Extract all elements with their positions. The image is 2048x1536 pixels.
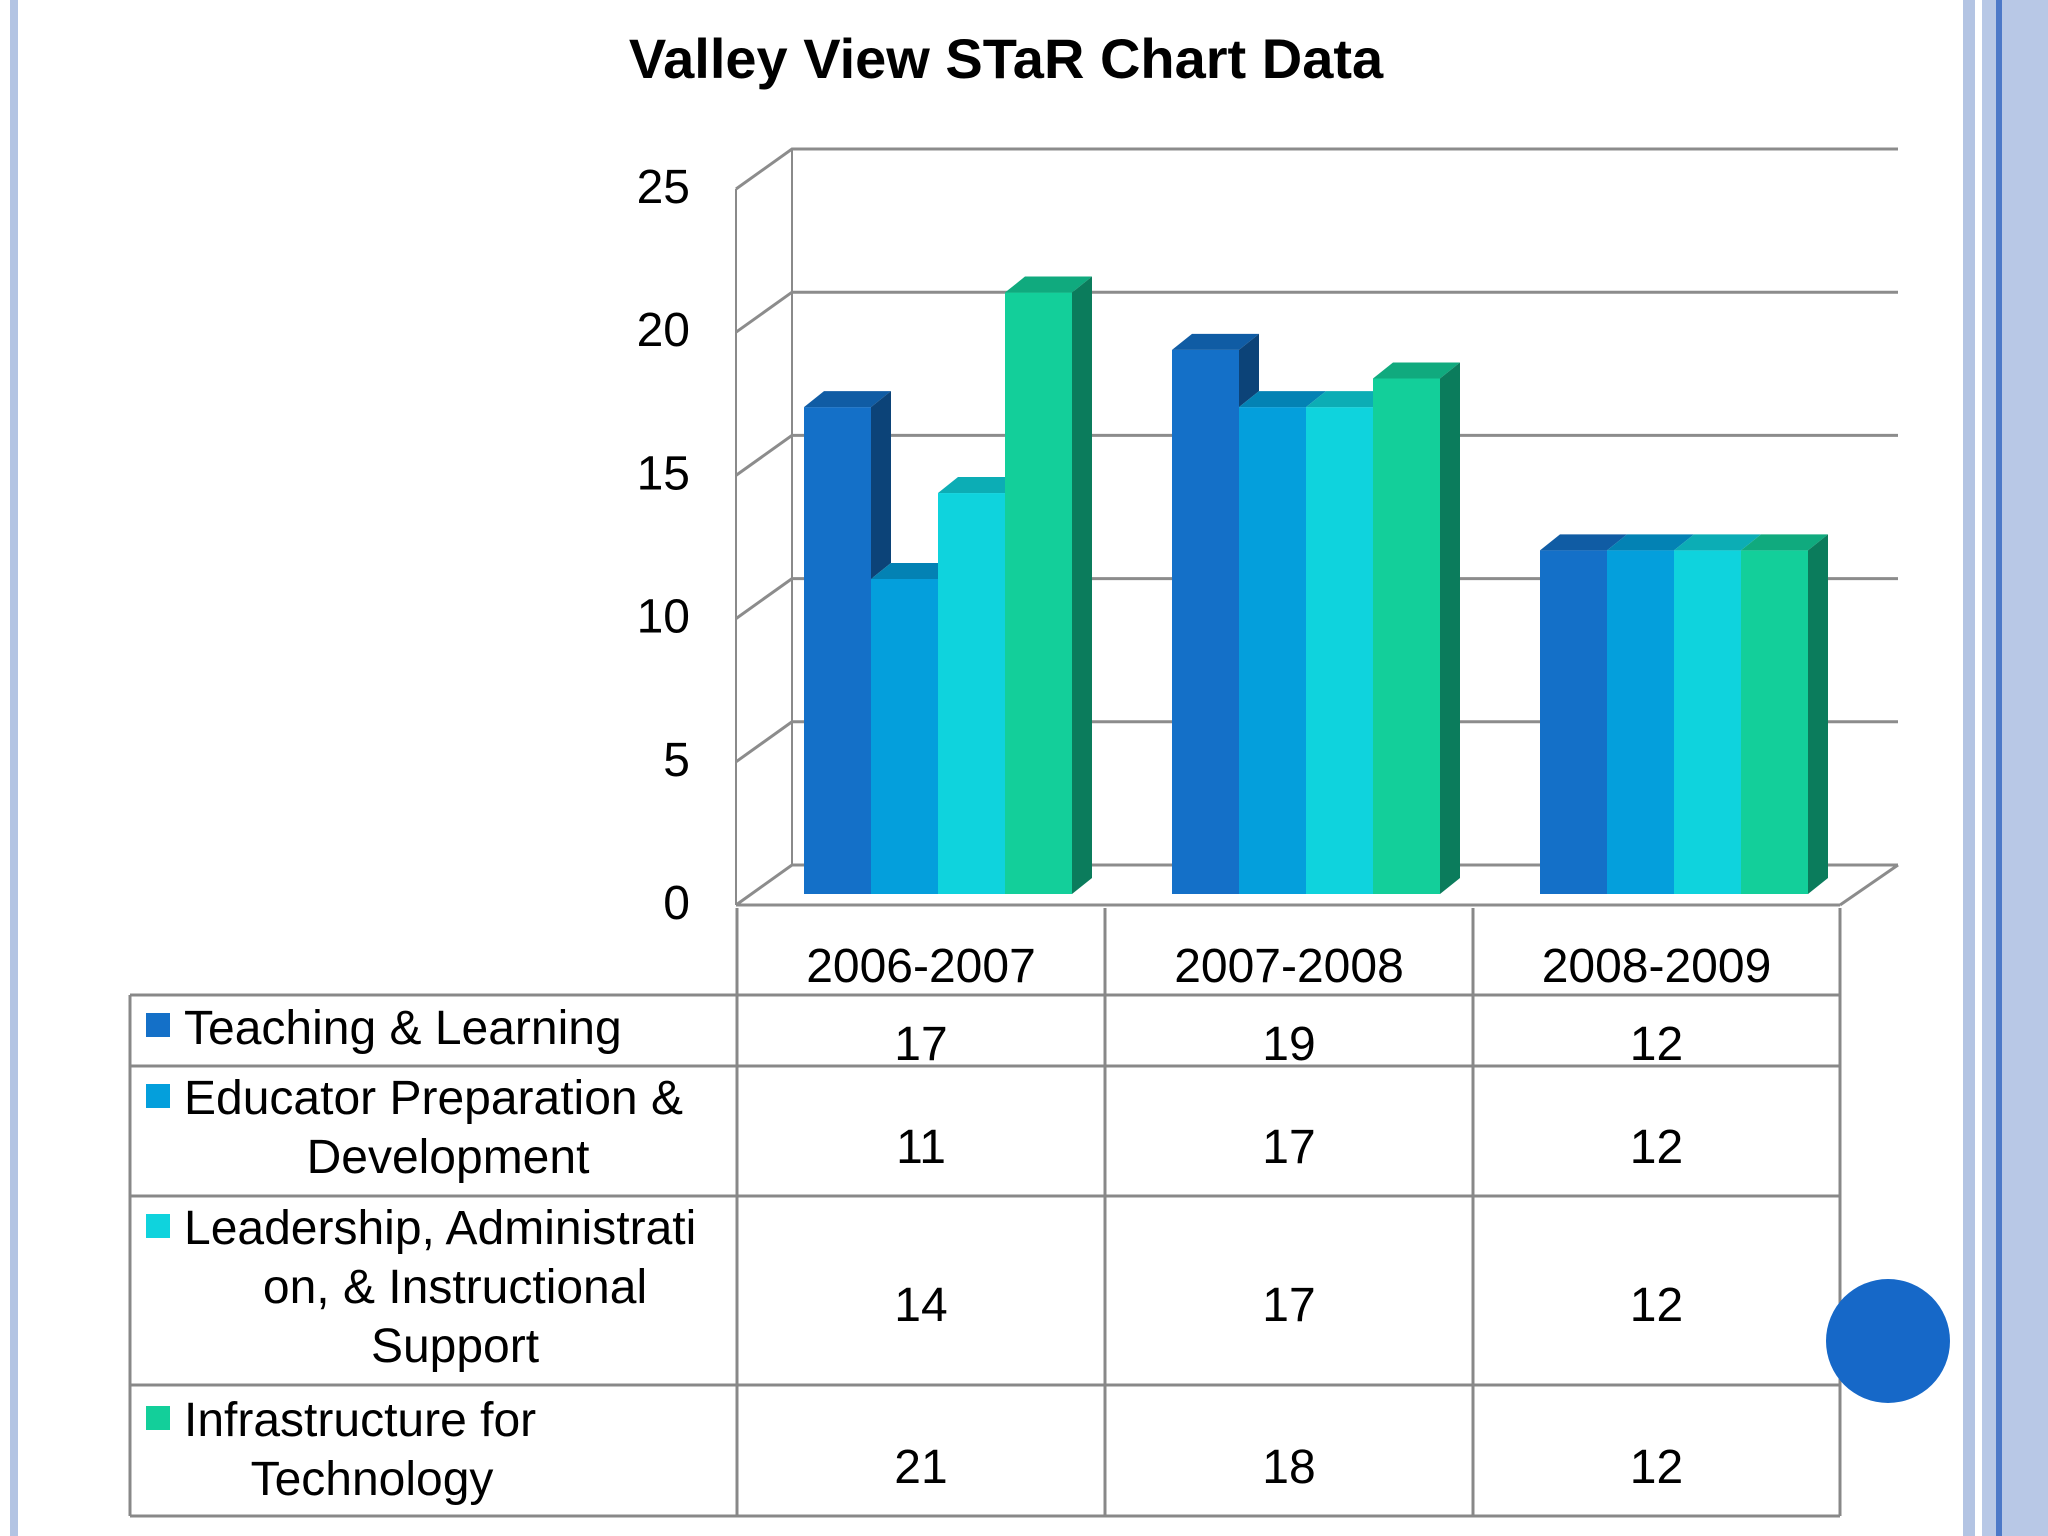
bar (1540, 550, 1607, 894)
bar (1674, 550, 1741, 894)
x-tick-label: 2008-2009 (1542, 940, 1772, 993)
bar (1741, 550, 1808, 894)
data-label: 11 (896, 1121, 946, 1174)
bar-side-face (1440, 362, 1460, 895)
gridline (735, 720, 1898, 764)
chart-title: Valley View STaR Chart Data (629, 27, 1384, 90)
bar-top-face (1607, 534, 1694, 551)
data-label: 19 (1262, 1018, 1315, 1071)
legend-label: Teaching & Learning (184, 1002, 622, 1055)
bar (1373, 378, 1440, 895)
legend-label: Leadership, Administrati on, & Instructio… (184, 1202, 696, 1373)
data-label: 17 (894, 1018, 947, 1071)
bar (938, 493, 1005, 894)
data-label: 14 (894, 1279, 947, 1332)
right-frame-border-band (1982, 0, 2048, 1536)
bar (804, 407, 871, 894)
data-label: 18 (1262, 1441, 1315, 1494)
bar-top-face (1005, 276, 1092, 293)
bar-top-face (1674, 534, 1761, 551)
legend-key (146, 1013, 170, 1037)
bar-top-face (871, 562, 958, 579)
bar-top-face (1540, 534, 1627, 551)
y-tick-label: 0 (663, 877, 690, 930)
data-table: 2006-2007 2007-2008 2008-2009 Teaching & Le… (128, 908, 1842, 1518)
gridline (735, 433, 1898, 477)
bar-side-face (1239, 333, 1259, 408)
bar-top-face (938, 477, 1025, 494)
legend-key (146, 1084, 170, 1108)
floor-right-edge (1839, 863, 1899, 907)
legend-label: Infrastructure for Technology (184, 1394, 536, 1506)
data-label: 12 (1630, 1018, 1683, 1071)
bar (1306, 407, 1373, 894)
data-label: 21 (894, 1441, 947, 1494)
bar-top-face (1306, 391, 1393, 408)
y-tick-label: 15 (637, 447, 690, 500)
bar-side-face (1072, 276, 1092, 894)
legend-label: Educator Preparation & Development (184, 1072, 683, 1184)
bar (1239, 407, 1306, 894)
accent-dot (1826, 1279, 1950, 1403)
y-tick-label: 20 (637, 304, 690, 357)
gridline (735, 290, 1898, 334)
bar-top-face (1741, 534, 1828, 551)
legend-key (146, 1214, 170, 1238)
bar (1607, 550, 1674, 894)
gridline (735, 577, 1898, 620)
bar (1005, 292, 1072, 894)
data-label: 12 (1630, 1279, 1683, 1332)
x-tick-label: 2007-2008 (1174, 940, 1404, 993)
right-frame-border-dark (1996, 0, 2002, 1536)
data-label: 12 (1630, 1121, 1683, 1174)
y-tick-label: 5 (663, 734, 690, 787)
y-tick-label: 25 (637, 161, 690, 214)
bar-side-face (1808, 534, 1828, 894)
x-tick-label: 2006-2007 (806, 940, 1036, 993)
bar-top-face (1373, 362, 1460, 379)
bar-top-face (804, 391, 891, 408)
data-label: 17 (1262, 1121, 1315, 1174)
gridline (735, 147, 1898, 191)
data-label: 12 (1630, 1441, 1683, 1494)
bar (1172, 349, 1239, 895)
legend-key (146, 1406, 170, 1430)
bar-side-face (871, 391, 891, 579)
right-frame-border-light (1963, 0, 1975, 1536)
data-label: 17 (1262, 1279, 1315, 1332)
y-tick-label: 10 (637, 591, 690, 644)
left-frame-border (10, 0, 18, 1536)
bar-top-face (1239, 391, 1326, 408)
gridline (735, 863, 1898, 907)
plot-area: 0 5 10 15 20 25 (637, 147, 1899, 930)
bar-top-face (1172, 333, 1259, 350)
bar (871, 578, 938, 894)
